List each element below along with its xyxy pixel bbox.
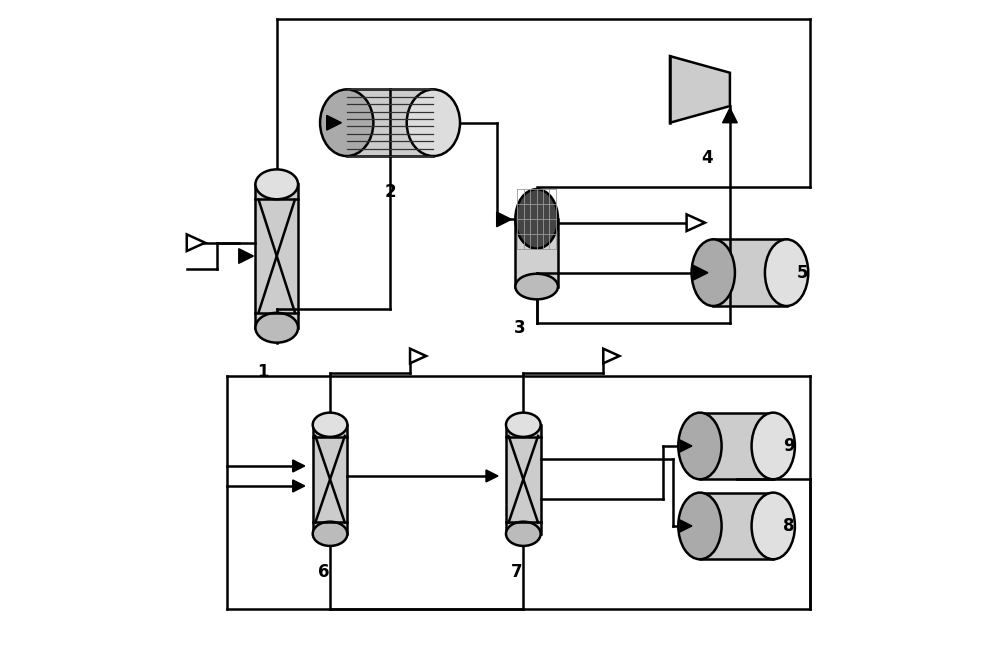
Polygon shape — [313, 425, 347, 534]
Ellipse shape — [678, 493, 722, 559]
Ellipse shape — [255, 169, 298, 199]
Text: 6: 6 — [318, 562, 329, 581]
Ellipse shape — [752, 493, 795, 559]
Ellipse shape — [515, 274, 558, 299]
Polygon shape — [239, 249, 253, 263]
Ellipse shape — [255, 312, 298, 343]
Polygon shape — [603, 349, 619, 364]
Text: 3: 3 — [514, 319, 526, 337]
Polygon shape — [486, 470, 498, 482]
Polygon shape — [680, 520, 692, 532]
Text: 5: 5 — [797, 263, 808, 282]
Polygon shape — [347, 89, 433, 156]
Polygon shape — [506, 425, 541, 534]
Ellipse shape — [678, 413, 722, 479]
Ellipse shape — [692, 239, 735, 306]
Ellipse shape — [752, 413, 795, 479]
Polygon shape — [670, 56, 730, 123]
Polygon shape — [255, 184, 298, 328]
Polygon shape — [497, 212, 511, 226]
Polygon shape — [327, 116, 341, 130]
Polygon shape — [293, 480, 305, 492]
Ellipse shape — [506, 521, 541, 546]
Polygon shape — [680, 440, 692, 452]
Polygon shape — [693, 265, 708, 280]
Polygon shape — [187, 235, 205, 251]
Text: 7: 7 — [511, 562, 522, 581]
Ellipse shape — [515, 189, 558, 249]
Ellipse shape — [313, 413, 347, 437]
Polygon shape — [713, 239, 787, 306]
Text: 2: 2 — [384, 183, 396, 201]
Polygon shape — [700, 493, 773, 559]
Ellipse shape — [320, 89, 373, 156]
Polygon shape — [410, 349, 426, 364]
Polygon shape — [723, 108, 737, 123]
Polygon shape — [293, 460, 305, 472]
Polygon shape — [687, 214, 705, 231]
Ellipse shape — [506, 413, 541, 437]
Text: 1: 1 — [258, 363, 269, 380]
Ellipse shape — [407, 89, 460, 156]
Text: 4: 4 — [701, 149, 712, 167]
Ellipse shape — [313, 521, 347, 546]
Polygon shape — [700, 413, 773, 479]
Text: 8: 8 — [783, 517, 795, 535]
Text: 9: 9 — [783, 437, 795, 455]
Ellipse shape — [765, 239, 808, 306]
Polygon shape — [515, 219, 558, 286]
